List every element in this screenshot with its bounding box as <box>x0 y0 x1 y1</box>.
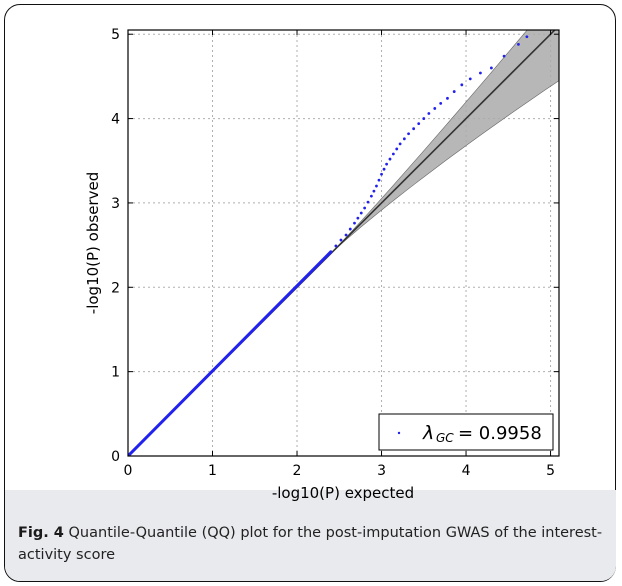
data-point <box>489 66 493 70</box>
legend-symbol: λ <box>422 422 434 444</box>
x-tick-label: 5 <box>546 463 555 479</box>
data-point <box>517 42 520 46</box>
data-point <box>356 216 360 220</box>
data-point <box>422 117 426 120</box>
data-point <box>417 122 421 126</box>
legend-value: = 0.9958 <box>458 423 542 444</box>
data-point <box>402 137 406 141</box>
figure-label: Fig. 4 <box>18 525 64 541</box>
figure-caption: Fig. 4 Quantile-Quantile (QQ) plot for t… <box>18 522 610 566</box>
y-tick-label: 0 <box>111 449 120 465</box>
data-point <box>382 167 386 171</box>
data-point <box>525 35 529 39</box>
data-point <box>366 200 370 204</box>
x-axis: 0 1 2 3 4 5 <box>124 30 555 479</box>
data-point <box>502 54 506 58</box>
x-tick-label: 0 <box>124 463 133 479</box>
y-tick-label: 3 <box>111 196 120 212</box>
caption-background <box>5 490 616 581</box>
grid-lines <box>128 30 559 456</box>
data-points-dense <box>128 250 333 456</box>
data-point <box>446 96 449 100</box>
data-point <box>479 71 482 75</box>
y-tick-label: 1 <box>111 365 120 381</box>
y-axis-label: -log10(P) observed <box>84 172 102 314</box>
legend: λ GC = 0.9958 <box>378 413 554 451</box>
plot-border <box>127 29 560 457</box>
x-tick-label: 3 <box>377 463 386 479</box>
data-points <box>128 35 529 456</box>
data-point <box>369 194 373 198</box>
x-tick-label: 4 <box>462 463 471 479</box>
data-point <box>339 238 343 242</box>
y-tick-label: 2 <box>111 280 120 296</box>
x-tick-label: 1 <box>208 463 217 479</box>
data-point <box>407 132 410 136</box>
data-point <box>348 227 352 231</box>
y-tick-label: 4 <box>111 112 120 128</box>
data-point <box>375 184 378 188</box>
legend-box <box>378 413 554 451</box>
data-point <box>377 178 381 182</box>
data-point <box>439 101 443 105</box>
data-point <box>359 211 363 215</box>
data-point <box>334 244 338 248</box>
data-point <box>363 206 367 210</box>
y-tick-label: 5 <box>111 27 120 43</box>
data-point <box>460 83 464 87</box>
caption-text: Quantile-Quantile (QQ) plot for the post… <box>18 525 603 563</box>
legend-marker <box>397 431 401 435</box>
data-point <box>372 189 376 193</box>
data-point <box>412 127 416 131</box>
data-point <box>427 112 431 115</box>
data-point <box>388 157 392 161</box>
x-tick-label: 2 <box>293 463 302 479</box>
data-point <box>398 142 402 146</box>
x-axis-label: -log10(P) expected <box>272 484 414 502</box>
data-point <box>391 152 395 156</box>
data-point <box>385 162 388 166</box>
data-point <box>395 147 399 151</box>
data-point <box>344 233 348 237</box>
y-axis: 0 1 2 3 4 5 <box>111 27 559 465</box>
data-point <box>329 250 333 254</box>
data-point <box>353 221 356 225</box>
data-point <box>468 77 472 81</box>
data-point <box>433 107 437 110</box>
data-point <box>380 172 383 176</box>
confidence-band <box>128 30 559 456</box>
legend-subscript: GC <box>436 431 454 445</box>
data-point <box>452 90 456 93</box>
